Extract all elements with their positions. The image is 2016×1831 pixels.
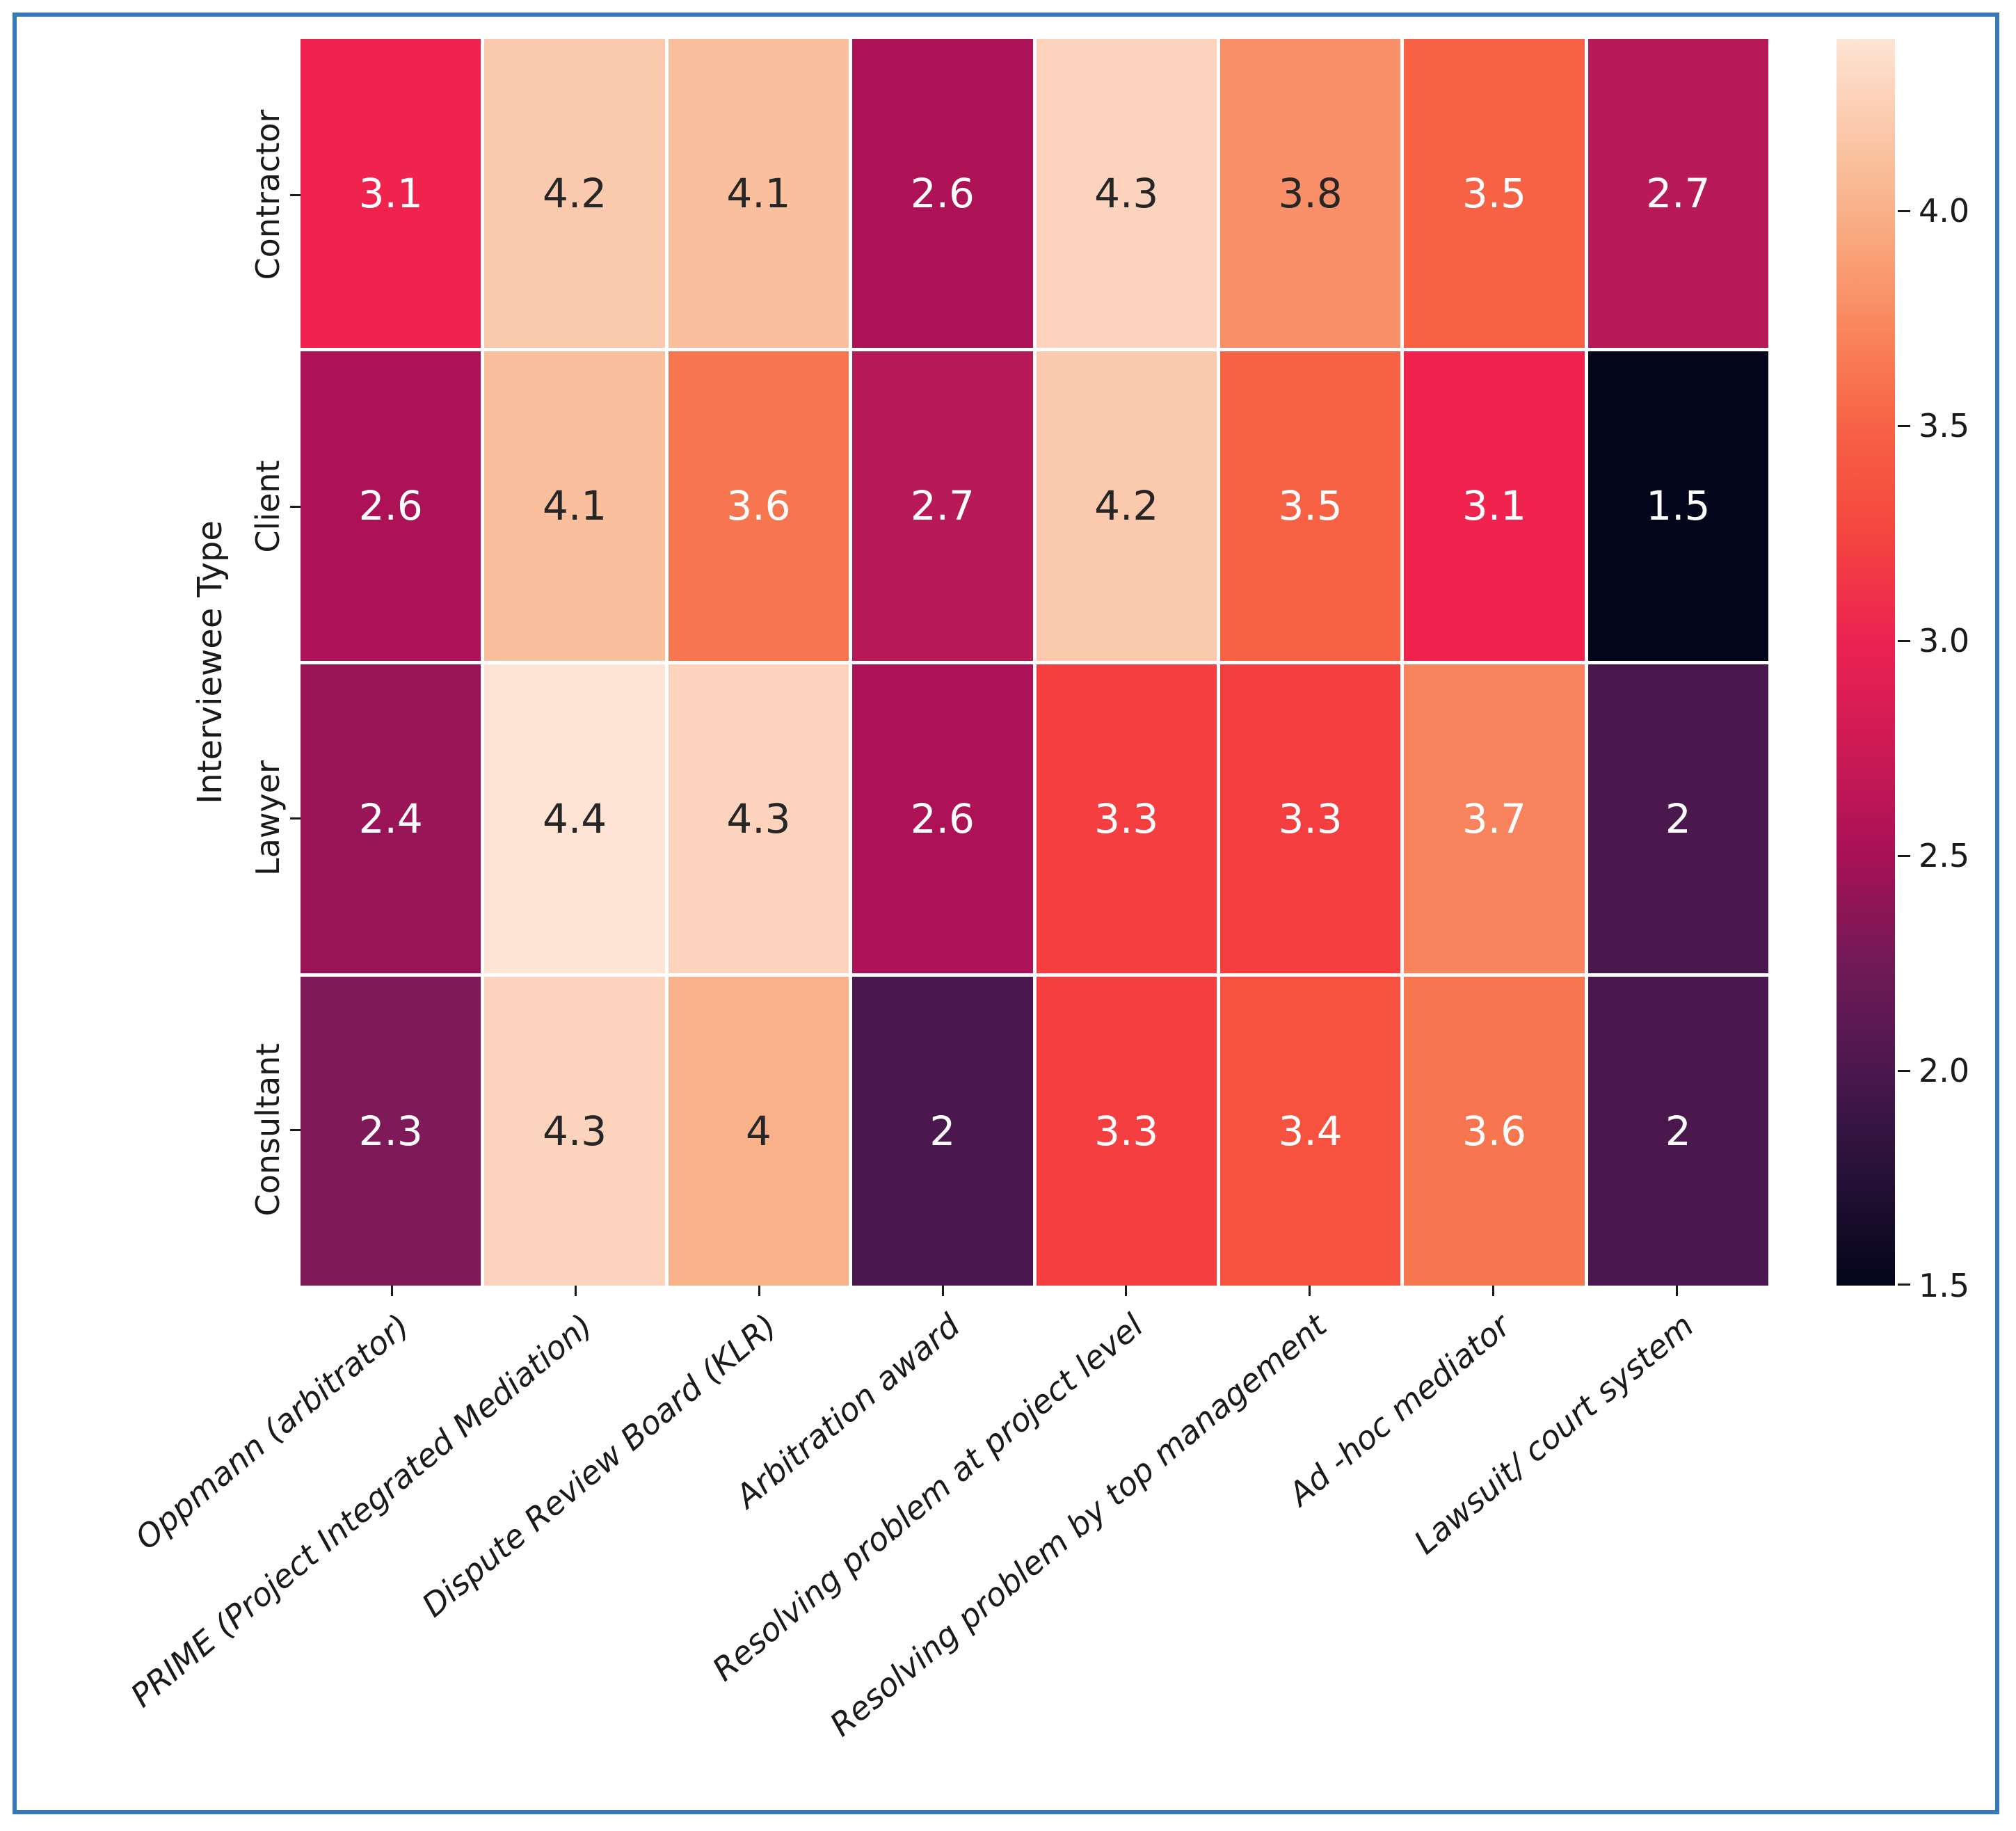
heatmap-cell-r3-c0: 2.3 bbox=[301, 976, 481, 1286]
cell-value: 3.1 bbox=[358, 170, 423, 218]
y-axis-label: Interviewee Type bbox=[191, 520, 230, 804]
y-tick bbox=[290, 505, 301, 508]
cell-value: 3.3 bbox=[1278, 794, 1343, 842]
colorbar-tick-label: 1.5 bbox=[1919, 1267, 1970, 1304]
y-tick bbox=[290, 817, 301, 819]
cell-value: 2.4 bbox=[358, 794, 423, 842]
cell-value: 2 bbox=[1665, 1107, 1691, 1155]
heatmap-cell-r3-c4: 3.3 bbox=[1036, 976, 1217, 1286]
heatmap-cell-r2-c0: 2.4 bbox=[301, 664, 481, 973]
colorbar-tick bbox=[1898, 854, 1910, 857]
x-tick bbox=[1309, 1286, 1311, 1296]
heatmap-cell-r1-c7: 1.5 bbox=[1587, 351, 1768, 661]
cell-value: 2.7 bbox=[910, 482, 975, 530]
heatmap-cell-r0-c4: 4.3 bbox=[1036, 39, 1217, 349]
cell-value: 4.3 bbox=[1094, 170, 1159, 218]
heatmap-cell-r2-c4: 3.3 bbox=[1036, 664, 1217, 973]
x-tick bbox=[1675, 1286, 1678, 1296]
heatmap-cell-r2-c6: 3.7 bbox=[1404, 664, 1585, 973]
heatmap-cell-r0-c0: 3.1 bbox=[301, 39, 481, 349]
heatmap-cell-r1-c6: 3.1 bbox=[1404, 351, 1585, 661]
y-tick-label-lawyer: Lawyer bbox=[249, 760, 287, 876]
y-tick-label-client: Client bbox=[249, 460, 287, 553]
cell-value: 4 bbox=[745, 1107, 771, 1155]
heatmap-cell-r3-c7: 2 bbox=[1587, 976, 1768, 1286]
cell-value: 4.2 bbox=[542, 170, 607, 218]
cell-value: 3.5 bbox=[1278, 482, 1343, 530]
heatmap-cell-r1-c4: 4.2 bbox=[1036, 351, 1217, 661]
heatmap-cell-r3-c5: 3.4 bbox=[1219, 976, 1401, 1286]
heatmap-cell-r2-c1: 4.4 bbox=[484, 664, 665, 973]
colorbar-tick bbox=[1898, 1283, 1910, 1286]
heatmap-cell-r3-c2: 4 bbox=[668, 976, 849, 1286]
heatmap-cell-r0-c3: 2.6 bbox=[852, 39, 1033, 349]
y-tick bbox=[290, 193, 301, 196]
cell-value: 4.4 bbox=[542, 794, 607, 842]
colorbar-tick bbox=[1898, 639, 1910, 642]
heatmap-cell-r2-c3: 2.6 bbox=[852, 664, 1033, 973]
heatmap-cell-r2-c7: 2 bbox=[1587, 664, 1768, 973]
heatmap-cell-r0-c5: 3.8 bbox=[1219, 39, 1401, 349]
cell-value: 2 bbox=[929, 1107, 956, 1155]
x-tick bbox=[941, 1286, 944, 1296]
x-tick bbox=[1125, 1286, 1128, 1296]
x-tick bbox=[1491, 1286, 1494, 1296]
colorbar bbox=[1837, 39, 1895, 1286]
heatmap-cell-r1-c3: 2.7 bbox=[852, 351, 1033, 661]
cell-value: 3.6 bbox=[726, 482, 791, 530]
heatmap-cell-r2-c2: 4.3 bbox=[668, 664, 849, 973]
y-tick-label-contractor: Contractor bbox=[249, 109, 287, 280]
heatmap-cell-r1-c5: 3.5 bbox=[1219, 351, 1401, 661]
colorbar-tick bbox=[1898, 209, 1910, 212]
colorbar-tick-label: 3.5 bbox=[1919, 407, 1970, 445]
heatmap-cell-r0-c2: 4.1 bbox=[668, 39, 849, 349]
cell-value: 4.2 bbox=[1094, 482, 1159, 530]
cell-value: 3.3 bbox=[1094, 1107, 1159, 1155]
colorbar-tick-label: 3.0 bbox=[1919, 622, 1970, 660]
heatmap-cell-r1-c2: 3.6 bbox=[668, 351, 849, 661]
cell-value: 4.3 bbox=[542, 1107, 607, 1155]
heatmap-cell-r3-c6: 3.6 bbox=[1404, 976, 1585, 1286]
cell-value: 2.6 bbox=[910, 794, 975, 842]
cell-value: 3.5 bbox=[1462, 170, 1527, 218]
cell-value: 3.1 bbox=[1462, 482, 1527, 530]
cell-value: 2.6 bbox=[358, 482, 423, 530]
cell-value: 4.3 bbox=[726, 794, 791, 842]
heatmap-cell-r1-c1: 4.1 bbox=[484, 351, 665, 661]
cell-value: 1.5 bbox=[1646, 482, 1711, 530]
cell-value: 4.1 bbox=[542, 482, 607, 530]
cell-value: 2.7 bbox=[1646, 170, 1711, 218]
heatmap-cell-r0-c1: 4.2 bbox=[484, 39, 665, 349]
colorbar-tick-label: 4.0 bbox=[1919, 192, 1970, 230]
x-tick bbox=[391, 1286, 394, 1296]
heatmap-grid: 3.1 4.2 4.1 2.6 4.3 3.8 3.5 2.7 2.6 4.1 3.6 2.7 4.2 3… bbox=[301, 39, 1768, 1286]
cell-value: 2.3 bbox=[358, 1107, 423, 1155]
y-tick-label-consultant: Consultant bbox=[249, 1043, 287, 1217]
heatmap-cell-r0-c7: 2.7 bbox=[1587, 39, 1768, 349]
heatmap-cell-r0-c6: 3.5 bbox=[1404, 39, 1585, 349]
cell-value: 3.6 bbox=[1462, 1107, 1527, 1155]
cell-value: 2.6 bbox=[910, 170, 975, 218]
heatmap-cell-r1-c0: 2.6 bbox=[301, 351, 481, 661]
x-tick bbox=[758, 1286, 760, 1296]
colorbar-tick bbox=[1898, 424, 1910, 427]
heatmap-cell-r2-c5: 3.3 bbox=[1219, 664, 1401, 973]
cell-value: 3.7 bbox=[1462, 794, 1527, 842]
cell-value: 3.4 bbox=[1278, 1107, 1343, 1155]
colorbar-tick bbox=[1898, 1069, 1910, 1072]
colorbar-tick-label: 2.5 bbox=[1919, 837, 1970, 875]
heatmap-cell-r3-c1: 4.3 bbox=[484, 976, 665, 1286]
colorbar-tick-label: 2.0 bbox=[1919, 1052, 1970, 1090]
heatmap-cell-r3-c3: 2 bbox=[852, 976, 1033, 1286]
cell-value: 2 bbox=[1665, 794, 1691, 842]
cell-value: 3.3 bbox=[1094, 794, 1159, 842]
x-tick bbox=[575, 1286, 577, 1296]
cell-value: 4.1 bbox=[726, 170, 791, 218]
cell-value: 3.8 bbox=[1278, 170, 1343, 218]
y-tick bbox=[290, 1128, 301, 1131]
